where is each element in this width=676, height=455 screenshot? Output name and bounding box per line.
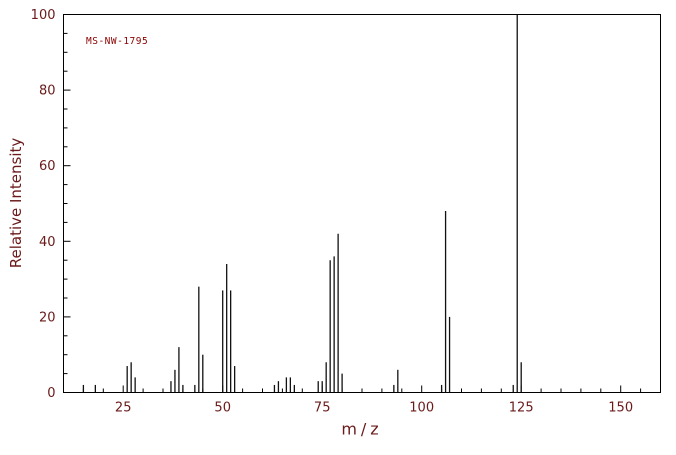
- x-tick-label: 150: [608, 401, 633, 416]
- x-tick-label: 75: [314, 401, 331, 416]
- x-tick-label: 50: [214, 401, 231, 416]
- y-tick-label: 80: [39, 84, 56, 99]
- plot-border: [63, 14, 661, 393]
- spectrum-peaks: [82, 14, 522, 392]
- y-tick-label: 20: [39, 310, 56, 325]
- x-axis-title: m/z: [341, 419, 383, 439]
- x-tick-label: 100: [409, 401, 434, 416]
- tick-labels: 25 50 75 100 125 150 0 20 40 60 80 100: [31, 8, 633, 416]
- y-tick-label: 100: [31, 8, 56, 23]
- spectrum-id-label: MS-NW-1795: [86, 36, 149, 47]
- y-axis-title: Relative Intensity: [7, 137, 25, 269]
- x-tick-label: 25: [115, 401, 132, 416]
- y-tick-label: 60: [39, 159, 56, 174]
- y-tick-label: 40: [39, 235, 56, 250]
- x-tick-label: 125: [509, 401, 534, 416]
- axis-ticks: [63, 14, 661, 393]
- y-tick-label: 0: [47, 386, 55, 401]
